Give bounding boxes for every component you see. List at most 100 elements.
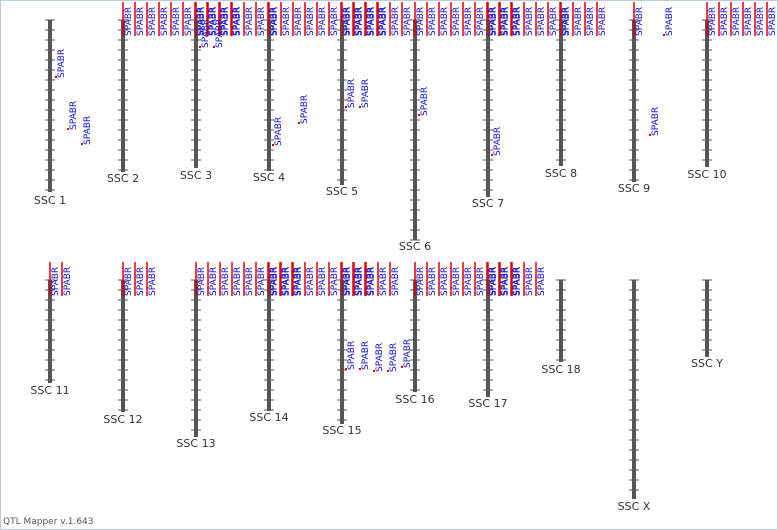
chromosome-label: SSC Y xyxy=(691,357,723,370)
qtl-label: SPABR xyxy=(330,267,340,296)
chromosome xyxy=(559,20,563,166)
qtl-label: SPABR xyxy=(452,7,462,36)
qtl-label: SPABR xyxy=(489,7,499,36)
qtl-label: SPABR xyxy=(549,7,559,36)
chromosome-label: SSC 13 xyxy=(176,437,215,450)
chromosome xyxy=(486,20,490,197)
qtl-label: SPABR xyxy=(537,267,547,296)
chromosome xyxy=(340,280,344,424)
qtl-label: SPABR xyxy=(294,7,304,36)
chromosome xyxy=(705,20,709,167)
footer: QTL Mapper v.1.643 xyxy=(3,517,94,527)
qtl-label: SPABR xyxy=(476,7,486,36)
qtl-label: SPABR xyxy=(57,49,67,78)
qtl-marker xyxy=(359,106,361,108)
chromosome-label: SSC 11 xyxy=(30,384,69,397)
qtl-marker xyxy=(345,368,347,370)
qtl-label: SPABR xyxy=(768,7,778,36)
chromosome-label: SSC 6 xyxy=(399,240,431,253)
qtl-label: SPABR xyxy=(148,7,158,36)
qtl-label: SPABR xyxy=(354,267,364,296)
qtl-label: SPABR xyxy=(513,267,523,296)
qtl-label: SPABR xyxy=(343,7,353,36)
chromosome-label: SSC 8 xyxy=(545,167,577,180)
qtl-label: SPABR xyxy=(375,343,385,372)
qtl-label: SPABR xyxy=(172,7,182,36)
qtl-label: SPABR xyxy=(361,79,371,108)
qtl-label: SPABR xyxy=(69,101,79,130)
qtl-label: SPABR xyxy=(476,267,486,296)
qtl-label: SPABR xyxy=(270,7,280,36)
qtl-label: SPABR xyxy=(367,7,377,36)
chromosome xyxy=(121,280,125,412)
qtl-label: SPABR xyxy=(148,267,158,296)
qtl-label: SPABR xyxy=(379,7,389,36)
qtl-label: SPABR xyxy=(306,267,316,296)
chromosome xyxy=(194,20,198,168)
qtl-label: SPABR xyxy=(136,267,146,296)
qtl-label: SPABR xyxy=(586,7,596,36)
qtl-label: SPABR xyxy=(562,7,572,36)
qtl-label: SPABR xyxy=(500,267,510,296)
qtl-label: SPABR xyxy=(598,7,608,36)
qtl-label: SPABR xyxy=(379,267,389,296)
qtl-label: SPABR xyxy=(488,7,498,36)
qtl-label: SPABR xyxy=(525,7,535,36)
chromosome xyxy=(632,20,636,182)
qtl-marker xyxy=(81,143,83,145)
qtl-label: SPABR xyxy=(416,7,426,36)
qtl-label: SPABR xyxy=(355,7,365,36)
qtl-label: SPABR xyxy=(318,267,328,296)
qtl-marker xyxy=(213,46,215,48)
chromosome xyxy=(413,280,417,392)
qtl-label: SPABR xyxy=(245,267,255,296)
qtl-label: SPABR xyxy=(209,267,219,296)
qtl-label: SPABR xyxy=(391,267,401,296)
qtl-label: SPABR xyxy=(300,95,310,124)
qtl-label: SPABR xyxy=(651,107,661,136)
qtl-label: SPABR xyxy=(318,7,328,36)
qtl-label: SPABR xyxy=(428,267,438,296)
qtl-label: SPABR xyxy=(282,7,292,36)
qtl-label: SPABR xyxy=(124,267,134,296)
qtl-label: SPABR xyxy=(269,7,279,36)
qtl-label: SPABR xyxy=(744,7,754,36)
qtl-label: SPABR xyxy=(208,7,218,36)
qtl-marker xyxy=(345,106,347,108)
qtl-label: SPABR xyxy=(136,7,146,36)
chromosome xyxy=(194,280,198,437)
qtl-label: SPABR xyxy=(537,7,547,36)
qtl-label: SPABR xyxy=(452,267,462,296)
chromosome xyxy=(267,20,271,171)
qtl-marker xyxy=(387,370,389,372)
chromosome-label: SSC 7 xyxy=(472,197,504,210)
qtl-label: SPABR xyxy=(708,7,718,36)
chromosome xyxy=(267,280,271,411)
qtl-label: SPABR xyxy=(221,267,231,296)
qtl-label: SPABR xyxy=(440,267,450,296)
chromosome-label: SSC 9 xyxy=(618,182,650,195)
qtl-label: SPABR xyxy=(196,7,206,36)
chromosome xyxy=(48,20,52,192)
chromosome-label: SSC 17 xyxy=(468,397,507,410)
chromosome-label: SSC 10 xyxy=(687,168,726,181)
qtl-label: SPABR xyxy=(201,19,211,48)
qtl-label: SPABR xyxy=(500,7,510,36)
qtl-label: SPABR xyxy=(635,7,645,36)
qtl-label: SPABR xyxy=(197,7,207,36)
qtl-label: SPABR xyxy=(294,267,304,296)
qtl-label: SPABR xyxy=(245,7,255,36)
qtl-label: SPABR xyxy=(209,7,219,36)
chromosome xyxy=(486,280,490,397)
qtl-marker xyxy=(418,114,420,116)
qtl-label: SPABR xyxy=(160,7,170,36)
qtl-label: SPABR xyxy=(232,7,242,36)
qtl-marker xyxy=(649,134,651,136)
qtl-label: SPABR xyxy=(561,7,571,36)
qtl-label: SPABR xyxy=(220,7,230,36)
qtl-label: SPABR xyxy=(355,267,365,296)
qtl-marker xyxy=(272,144,274,146)
chromosome-label: SSC 1 xyxy=(34,194,66,207)
qtl-label: SPABR xyxy=(525,267,535,296)
